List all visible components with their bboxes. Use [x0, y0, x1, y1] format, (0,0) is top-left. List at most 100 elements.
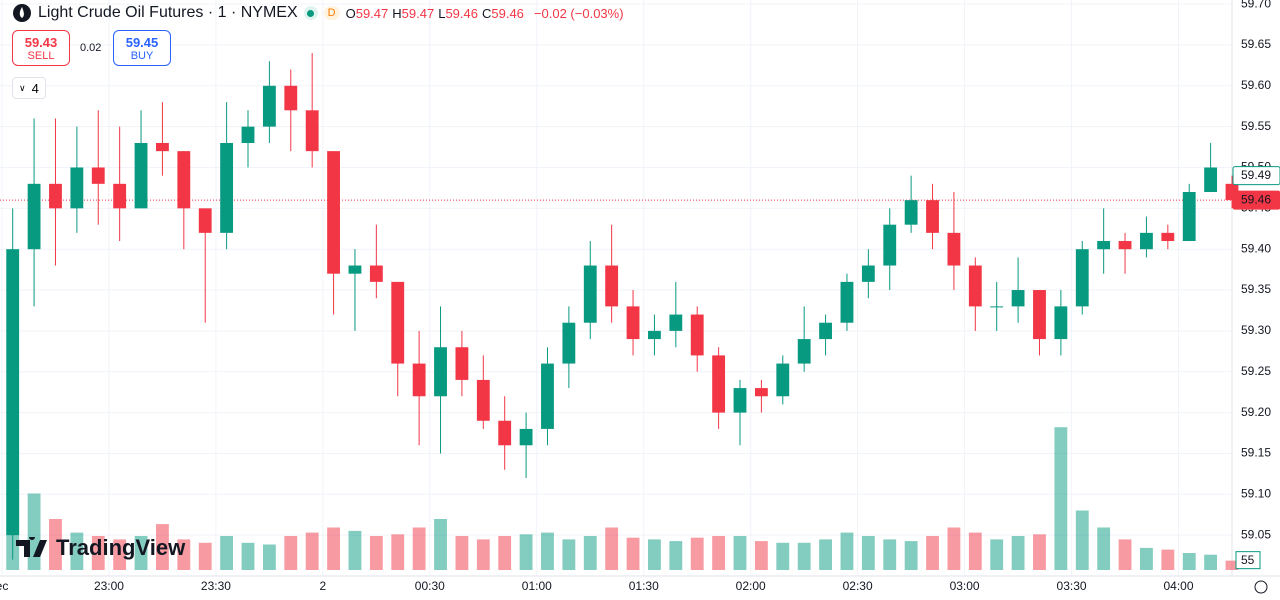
candle-body [926, 200, 939, 233]
volume-bar [1054, 427, 1068, 570]
volume-bar [669, 541, 683, 570]
price-tag-label: 59.49 [1241, 168, 1271, 182]
volume-bar [990, 539, 1004, 570]
y-tick-label: 59.05 [1241, 527, 1271, 541]
volume-bar [348, 530, 362, 570]
sell-price: 59.43 [24, 35, 58, 50]
volume-bar [968, 532, 982, 570]
header: Light Crude Oil Futures · 1 · NYMEX D O5… [12, 0, 624, 26]
price-tag-box [1232, 166, 1280, 186]
volume-bar [327, 527, 340, 570]
volume-bar [712, 536, 726, 570]
candle-body [519, 428, 533, 446]
volume-bar [776, 542, 790, 570]
candle-body [669, 314, 683, 331]
volume-bar [241, 542, 255, 570]
candle-body [1182, 192, 1196, 242]
candle-body [91, 167, 105, 184]
candle-body [198, 208, 212, 233]
buy-label: BUY [130, 50, 154, 62]
candle-body [434, 347, 447, 397]
candle-body [70, 167, 84, 209]
price-tag: 59.46 [1232, 190, 1280, 210]
candle-body [498, 420, 512, 446]
candle-body [819, 322, 832, 340]
volume-bar [926, 536, 939, 570]
volume-bar [1161, 549, 1175, 570]
x-tick-label: 01:00 [522, 579, 552, 593]
x-tick-label: 2 [320, 579, 327, 593]
spread: 0.02 [80, 42, 102, 54]
x-tick-label: 01:30 [629, 579, 659, 593]
candle-body [1033, 290, 1046, 340]
volume-bar [434, 519, 447, 570]
market-status [303, 6, 318, 20]
ohlc-key: C [481, 5, 492, 21]
volume-bar [1097, 527, 1111, 570]
candle-body [947, 232, 961, 266]
volume-bar [220, 536, 234, 570]
ohlc-value: 59.46 [445, 5, 478, 21]
volume-bar [156, 524, 169, 570]
price-tag-box [1232, 190, 1280, 210]
candle-body [1075, 249, 1089, 307]
volume-bar [113, 539, 127, 570]
symbol-title: Light Crude Oil Futures · 1 · NYMEX [38, 4, 298, 21]
candle-body [605, 265, 619, 307]
candle-body [241, 126, 255, 143]
indicators-toggle[interactable]: ∨ 4 [12, 77, 46, 99]
volume-bar [605, 527, 619, 570]
price-tag-label: 59.46 [1241, 192, 1271, 206]
volume-bar [198, 542, 212, 570]
volume-tag-box [1235, 551, 1261, 570]
volume-bar [391, 534, 405, 570]
candle-body [1118, 241, 1132, 250]
volume-bar [305, 532, 319, 570]
buy-button[interactable]: 59.45 BUY [113, 30, 171, 66]
ohlc-key: H [392, 5, 402, 21]
watermark-text: TradingView [56, 535, 186, 560]
volume-bar [284, 536, 298, 570]
candle-body [156, 142, 169, 152]
candle-body [412, 363, 426, 397]
volume-bar [648, 539, 661, 570]
candle-body [113, 183, 127, 209]
candle-body [1097, 241, 1111, 250]
volume-bar [797, 542, 811, 570]
volume-bar [733, 536, 747, 570]
volume-bar [519, 534, 533, 570]
y-tick-label: 59.55 [1241, 119, 1271, 133]
y-tick-label: 59.40 [1241, 241, 1271, 255]
volume-bar [455, 536, 469, 570]
y-tick-label: 59.30 [1241, 323, 1271, 337]
volume-bar [134, 536, 148, 570]
sell-label: SELL [27, 50, 55, 62]
y-tick-label: 59.35 [1241, 282, 1271, 296]
volume-bar [904, 541, 918, 570]
volume-bar [498, 536, 512, 570]
volume-bar [412, 527, 426, 570]
indicators-count: 4 [31, 80, 39, 96]
watermark: TradingView [16, 535, 185, 561]
candle-body [968, 265, 982, 307]
volume-bar [70, 532, 84, 570]
volume-bar [476, 539, 490, 570]
volume-bar [562, 539, 576, 570]
volume-bar [819, 539, 832, 570]
candle-body [305, 110, 319, 152]
y-tick-label: 59.60 [1241, 78, 1271, 92]
candle-body [776, 363, 790, 397]
candle-body [648, 330, 661, 340]
volume-bar [754, 541, 768, 570]
ohlc-value: 59.47 [401, 5, 435, 21]
watermark-logo [16, 537, 47, 557]
ohlc-key: O [345, 5, 356, 21]
price-tag: 59.49 [1232, 166, 1280, 186]
candle-body [1140, 232, 1153, 250]
sell-button[interactable]: 59.43 SELL [12, 30, 70, 66]
change: −0.02 (−0.03%) [533, 5, 624, 21]
candle-body [562, 322, 576, 364]
y-tick-label: 59.70 [1241, 0, 1271, 10]
